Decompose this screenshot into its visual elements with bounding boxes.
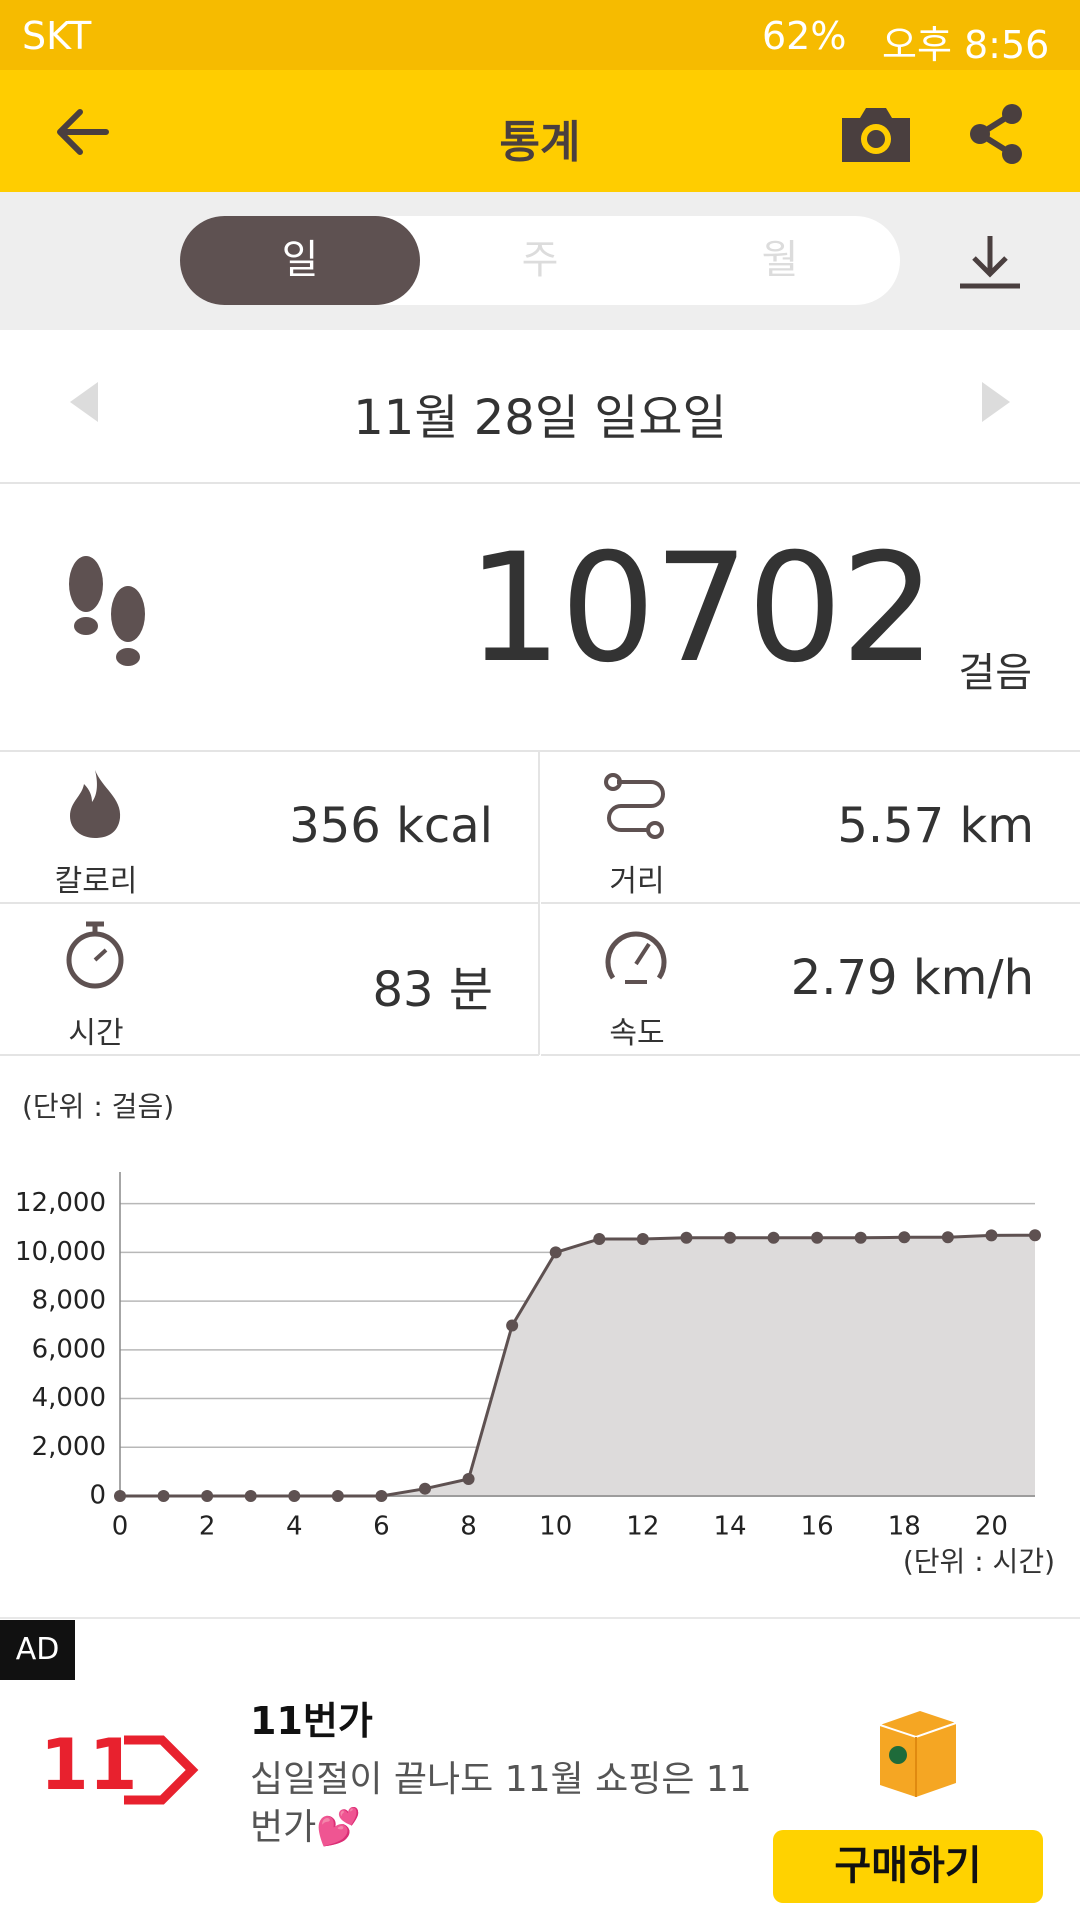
stat-value: 83 분 bbox=[372, 962, 494, 1018]
x-tick-label: 16 bbox=[801, 1512, 834, 1542]
clock: 오후 8:56 bbox=[882, 23, 1050, 67]
point bbox=[985, 1229, 998, 1242]
ad-badge: AD bbox=[0, 1620, 75, 1680]
point bbox=[593, 1232, 606, 1245]
point bbox=[549, 1246, 562, 1259]
point bbox=[419, 1482, 431, 1495]
point bbox=[506, 1319, 519, 1332]
x-tick-label: 6 bbox=[373, 1512, 390, 1542]
area-fill bbox=[120, 1235, 1035, 1496]
x-unit-label: (단위 : 시간) bbox=[903, 1545, 1055, 1578]
divider bbox=[0, 1617, 1080, 1619]
stat-label: 칼로리 bbox=[54, 864, 138, 899]
point bbox=[898, 1231, 911, 1244]
stopwatch-icon bbox=[66, 921, 124, 989]
y-tick-label: 10,000 bbox=[15, 1237, 106, 1267]
share-button[interactable] bbox=[966, 102, 1026, 166]
status-bar: SKT 62% 오후 8:56 bbox=[0, 0, 1080, 70]
footprint-icon bbox=[69, 556, 145, 666]
back-button[interactable] bbox=[50, 100, 114, 164]
y-tick-label: 0 bbox=[89, 1481, 106, 1511]
x-tick-label: 14 bbox=[713, 1512, 746, 1542]
tab-day[interactable]: 일 bbox=[180, 216, 420, 305]
point bbox=[375, 1490, 388, 1502]
x-tick-label: 18 bbox=[888, 1512, 921, 1542]
stat-label: 거리 bbox=[609, 864, 665, 899]
next-day[interactable] bbox=[980, 380, 1012, 424]
carrier: SKT bbox=[22, 14, 92, 58]
ad-logo[interactable]: 11 bbox=[40, 1730, 200, 1810]
tab-week[interactable]: 주 bbox=[521, 237, 559, 283]
point bbox=[811, 1231, 824, 1244]
step-unit: 걸음 bbox=[958, 650, 1032, 696]
stat-time: 시간 83 분 bbox=[0, 904, 539, 1056]
ad-product-image bbox=[879, 1711, 957, 1797]
tab-group: 일 주 월 bbox=[180, 216, 900, 305]
stat-value: 2.79 km/h bbox=[790, 950, 1034, 1006]
ad-title: 11번가 bbox=[250, 1699, 373, 1743]
point bbox=[157, 1490, 170, 1502]
stat-distance: 거리 5.57 km bbox=[541, 752, 1080, 904]
app-bar: 통계 bbox=[0, 70, 1080, 192]
stat-speed: 속도 2.79 km/h bbox=[541, 904, 1080, 1056]
divider bbox=[538, 752, 540, 1055]
download-button[interactable] bbox=[958, 232, 1022, 292]
point bbox=[854, 1231, 867, 1244]
point bbox=[941, 1231, 954, 1244]
ad-logo-text: 11 bbox=[40, 1730, 137, 1806]
steps-chart: (단위 : 걸음) (단위 : 시간) 0 2,000 4,000 6,000 8,00… bbox=[15, 1090, 1055, 1578]
route-icon bbox=[604, 773, 665, 839]
stat-calories: 칼로리 356 kcal bbox=[0, 752, 539, 904]
y-tick-label: 6,000 bbox=[32, 1334, 106, 1364]
x-tick-label: 10 bbox=[539, 1512, 572, 1542]
point bbox=[201, 1490, 214, 1502]
screen-title: 통계 bbox=[499, 117, 581, 168]
y-tick-label: 2,000 bbox=[32, 1432, 106, 1462]
battery: 62% bbox=[762, 14, 847, 58]
y-unit-label: (단위 : 걸음) bbox=[22, 1090, 174, 1123]
buy-button[interactable]: 구매하기 bbox=[773, 1830, 1043, 1903]
y-tick-label: 12,000 bbox=[15, 1188, 106, 1218]
tab-month[interactable]: 월 bbox=[761, 237, 799, 283]
x-tick-label: 20 bbox=[975, 1512, 1008, 1542]
x-tick-label: 0 bbox=[112, 1512, 129, 1542]
stat-label: 속도 bbox=[609, 1016, 665, 1051]
point bbox=[114, 1490, 126, 1502]
y-tick-label: 8,000 bbox=[32, 1286, 106, 1316]
x-tick-label: 8 bbox=[460, 1512, 477, 1542]
prev-day[interactable] bbox=[68, 380, 100, 424]
y-tick-label: 4,000 bbox=[32, 1383, 106, 1413]
steps-summary: 10702 걸음 bbox=[0, 484, 1080, 752]
point bbox=[636, 1232, 649, 1245]
date-row: 11월 28일 일요일 bbox=[0, 330, 1080, 484]
date-label: 11월 28일 일요일 bbox=[353, 390, 727, 446]
ad-text: 십일절이 끝나도 11월 쇼핑은 11번가💕 bbox=[250, 1759, 752, 1848]
x-tick-label: 12 bbox=[626, 1512, 659, 1542]
period-tabs: 일 주 월 bbox=[0, 192, 1080, 330]
line bbox=[120, 1233, 1036, 1498]
point bbox=[724, 1231, 736, 1244]
camera-button[interactable] bbox=[838, 104, 914, 166]
step-count: 10702 bbox=[466, 522, 936, 696]
point bbox=[462, 1472, 475, 1485]
speedometer-icon bbox=[605, 931, 667, 984]
point bbox=[767, 1231, 780, 1244]
stat-value: 5.57 km bbox=[837, 798, 1034, 854]
stat-label: 시간 bbox=[68, 1016, 124, 1051]
point bbox=[331, 1490, 344, 1502]
point bbox=[288, 1490, 301, 1502]
point bbox=[1029, 1229, 1041, 1242]
point bbox=[680, 1231, 693, 1244]
stat-value: 356 kcal bbox=[289, 798, 493, 854]
point bbox=[244, 1490, 257, 1502]
fire-icon bbox=[70, 770, 121, 838]
x-tick-label: 2 bbox=[199, 1512, 216, 1542]
x-tick-label: 4 bbox=[286, 1512, 303, 1542]
